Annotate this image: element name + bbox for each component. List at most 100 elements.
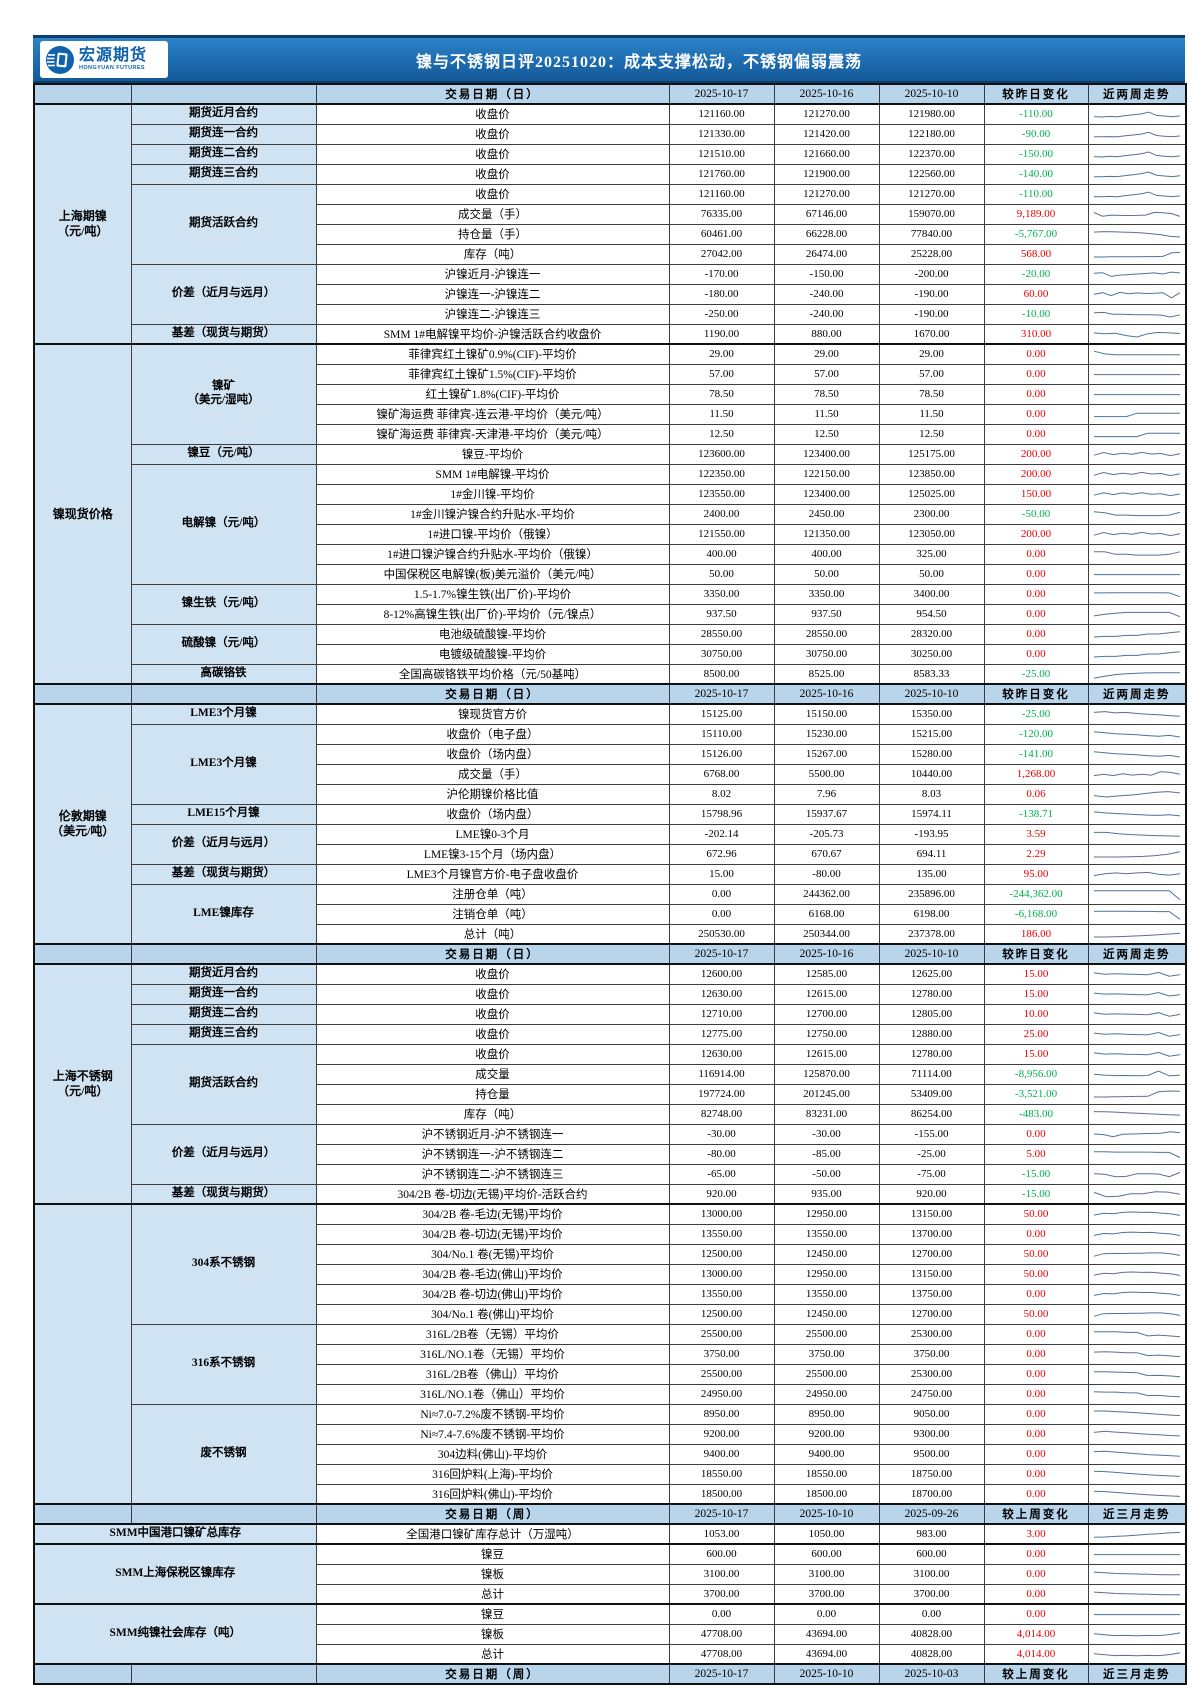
logo-globe-icon bbox=[46, 45, 74, 74]
date-header-cell: 2025-10-03 bbox=[878, 1663, 985, 1685]
group-label-cell: 镍矿 （美元/湿吨） bbox=[130, 343, 317, 445]
sparkline-chart bbox=[1093, 1012, 1180, 1017]
indicator-name-cell: 收盘价 bbox=[315, 1043, 670, 1065]
indicator-name-cell: 收盘价 bbox=[315, 1023, 670, 1045]
indicator-name-cell: 持仓量 bbox=[315, 1083, 670, 1105]
change-value-cell: -15.00 bbox=[983, 1183, 1089, 1205]
value-cell: 201245.00 bbox=[773, 1083, 880, 1105]
indicator-name-cell: 注册仓单（吨） bbox=[315, 883, 670, 905]
indicator-name-cell: SMM 1#电解镍平均价-沪镍活跃合约收盘价 bbox=[315, 323, 670, 345]
sparkline-chart bbox=[1093, 271, 1180, 277]
value-cell: 60461.00 bbox=[668, 223, 775, 245]
table-row: 硫酸镍（元/吨） 电池级硫酸镍-平均价 28550.00 28550.00 28320.… bbox=[34, 623, 1187, 665]
sparkline-chart bbox=[1093, 751, 1180, 758]
value-cell: 8.02 bbox=[668, 783, 775, 805]
table-row: 镍生铁（元/吨） 1.5-1.7%镍生铁(出厂价)-平均价 3350.00 3350.… bbox=[34, 583, 1187, 625]
sparkline-chart bbox=[1093, 1291, 1180, 1296]
value-cell: 47708.00 bbox=[668, 1643, 775, 1665]
table-row: 红土镍矿1.8%(CIF)-平均价 78.50 78.50 78.50 0.00 bbox=[34, 383, 1187, 405]
change-value-cell: 0.00 bbox=[983, 423, 1089, 445]
table-row: 期货连一合约 收盘价 121330.00 121420.00 122180.00 -90.… bbox=[34, 123, 1187, 145]
value-cell: 1053.00 bbox=[668, 1523, 775, 1545]
group-label-cell: LME3个月镍 bbox=[130, 703, 317, 725]
sparkline-cell bbox=[1087, 1383, 1187, 1405]
group-label-cell: LME镍库存 bbox=[130, 883, 317, 945]
sparkline-chart bbox=[1093, 1151, 1180, 1158]
sparkline-cell bbox=[1087, 1043, 1187, 1065]
change-value-cell: 15.00 bbox=[983, 1043, 1089, 1065]
sparkline-chart bbox=[1093, 991, 1180, 997]
sparkline-chart bbox=[1093, 1090, 1180, 1098]
table-row: 316系不锈钢 316L/2B卷（无锡）平均价 25500.00 25500.00 25… bbox=[34, 1323, 1187, 1405]
value-cell: 670.67 bbox=[773, 843, 880, 865]
date-header-row: 交易日期（周） 2025-10-17 2025-10-10 2025-09-26 较上周… bbox=[33, 1503, 1187, 1525]
sparkline-cell bbox=[1087, 583, 1187, 605]
value-cell: 121420.00 bbox=[773, 123, 880, 145]
sparkline-chart bbox=[1093, 471, 1180, 477]
indicator-name-cell: 收盘价（场内盘） bbox=[315, 803, 670, 825]
group-label-cell: 期货连一合约 bbox=[130, 123, 317, 145]
change-value-cell: 15.00 bbox=[983, 983, 1089, 1005]
value-cell: 12780.00 bbox=[878, 1043, 985, 1065]
value-cell: 57.00 bbox=[668, 363, 775, 385]
value-cell: 43694.00 bbox=[773, 1643, 880, 1665]
value-cell: 122370.00 bbox=[878, 143, 985, 165]
table-row: 304系不锈钢 304/2B 卷-毛边(无锡)平均价 13000.00 12950.0… bbox=[33, 1203, 1187, 1505]
value-cell: -75.00 bbox=[878, 1163, 985, 1185]
value-cell: 123600.00 bbox=[668, 443, 775, 465]
sparkline-chart bbox=[1093, 574, 1180, 576]
change-value-cell: 0.00 bbox=[983, 643, 1089, 665]
value-cell: 15280.00 bbox=[878, 743, 985, 765]
value-cell: 12.50 bbox=[668, 423, 775, 445]
sparkline-chart bbox=[1093, 1171, 1180, 1178]
table-row: 持仓量（手） 60461.00 66228.00 77840.00 -5,767.00 bbox=[34, 223, 1187, 245]
value-cell: 9400.00 bbox=[668, 1443, 775, 1465]
sparkline-chart bbox=[1093, 771, 1180, 777]
value-cell: 43694.00 bbox=[773, 1623, 880, 1645]
sparkline-chart bbox=[1093, 1031, 1180, 1037]
sparkline-chart bbox=[1093, 1652, 1180, 1657]
indicator-name-cell: 304/2B 卷-毛边(佛山)平均价 bbox=[315, 1263, 670, 1285]
sparkline-chart bbox=[1093, 1070, 1180, 1077]
date-header-row: 交易日期（日） 2025-10-17 2025-10-16 2025-10-10 较昨日… bbox=[33, 683, 1187, 705]
indicator-name-cell: 菲律宾红土镍矿1.5%(CIF)-平均价 bbox=[315, 363, 670, 385]
value-cell: 3400.00 bbox=[878, 583, 985, 605]
indicator-name-cell: 沪镍连二-沪镍连三 bbox=[315, 303, 670, 325]
table-row: 高碳铬铁 全国高碳铬铁平均价格（元/50基吨） 8500.00 8525.00 8583… bbox=[34, 663, 1187, 685]
section-label-cell: 伦敦期镍 （美元/吨） bbox=[33, 703, 132, 945]
indicator-name-cell: 镍豆-平均价 bbox=[315, 443, 670, 465]
value-cell: 30750.00 bbox=[773, 643, 880, 665]
value-cell: -85.00 bbox=[773, 1143, 880, 1165]
trend-header-cell: 近两周走势 bbox=[1087, 683, 1187, 705]
sparkline-chart bbox=[1093, 451, 1180, 457]
value-cell: 30750.00 bbox=[668, 643, 775, 665]
sparkline-cell bbox=[1087, 763, 1187, 785]
value-cell: 3750.00 bbox=[668, 1343, 775, 1365]
sparkline-chart bbox=[1093, 291, 1181, 299]
sparkline-chart bbox=[1093, 231, 1180, 238]
sparkline-chart bbox=[1093, 432, 1180, 438]
value-cell: 3100.00 bbox=[878, 1563, 985, 1585]
sparkline-cell bbox=[1087, 1543, 1187, 1565]
table-row: 316L/NO.1卷（无锡）平均价 3750.00 3750.00 3750.00 0.… bbox=[34, 1343, 1187, 1365]
value-cell: 18500.00 bbox=[668, 1483, 775, 1505]
trend-header-cell: 近三月走势 bbox=[1087, 1663, 1187, 1685]
indicator-name-cell: 镍现货官方价 bbox=[315, 703, 670, 725]
change-value-cell: 5.00 bbox=[983, 1143, 1089, 1165]
date-header-label: 交易日期（日） bbox=[315, 943, 670, 965]
group-label-cell: SMM上海保税区镍库存 bbox=[33, 1543, 317, 1605]
value-cell: 159070.00 bbox=[878, 203, 985, 225]
date-header-cell: 2025-10-17 bbox=[668, 1503, 775, 1525]
sparkline-cell bbox=[1087, 1123, 1187, 1145]
value-cell: 12500.00 bbox=[668, 1303, 775, 1325]
date-header-cell: 2025-10-16 bbox=[773, 683, 880, 705]
change-value-cell: 1,268.00 bbox=[983, 763, 1089, 785]
value-cell: 47708.00 bbox=[668, 1623, 775, 1645]
indicator-name-cell: 库存（吨） bbox=[315, 243, 670, 265]
value-cell: -65.00 bbox=[668, 1163, 775, 1185]
table-row: 期货活跃合约 收盘价 121160.00 121270.00 121270.00 -110… bbox=[34, 183, 1187, 265]
indicator-name-cell: Ni≈7.4-7.6%废不锈钢-平均价 bbox=[315, 1423, 670, 1445]
change-value-cell: 0.00 bbox=[983, 1323, 1089, 1345]
sparkline-cell bbox=[1087, 163, 1187, 185]
change-value-cell: -138.71 bbox=[983, 803, 1089, 825]
